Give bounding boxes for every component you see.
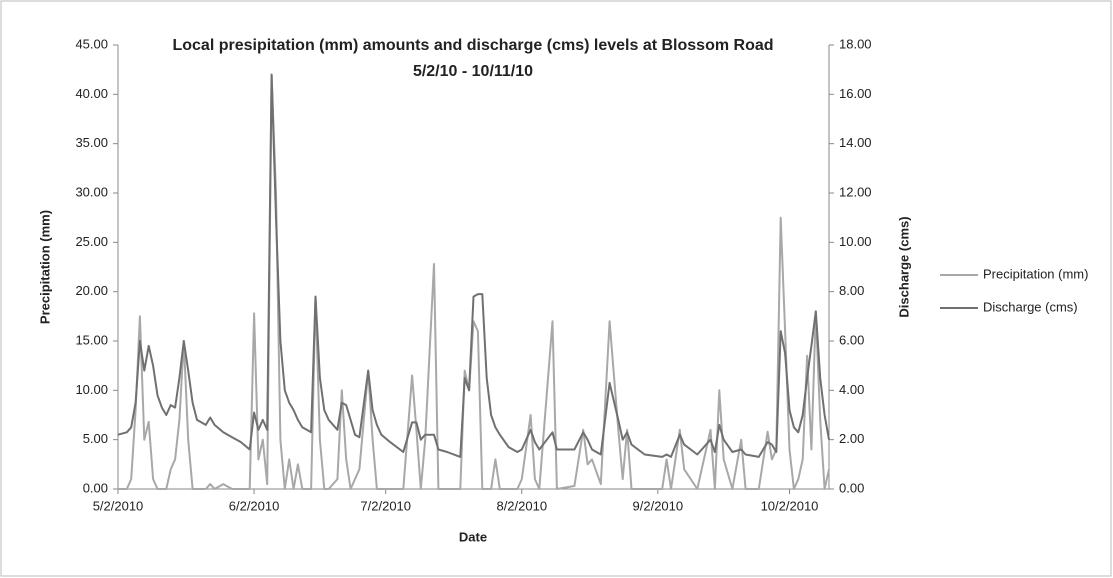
y2-tick-label: 18.00 — [839, 36, 872, 51]
y2-tick-label: 10.00 — [839, 234, 872, 249]
y-tick-label: 35.00 — [75, 135, 108, 150]
y-tick-label: 10.00 — [75, 382, 108, 397]
chart-title: Local presipitation (mm) amounts and dis… — [172, 37, 773, 54]
y2-tick-label: 14.00 — [839, 135, 872, 150]
y2-tick-label: 8.00 — [839, 283, 864, 298]
y-tick-label: 5.00 — [83, 431, 108, 446]
y2-tick-label: 0.00 — [839, 480, 864, 495]
y-tick-label: 45.00 — [75, 36, 108, 51]
series-line — [117, 73, 830, 458]
y2-tick-label: 4.00 — [839, 382, 864, 397]
x-tick-label: 10/2/2010 — [761, 498, 819, 513]
y2-axis-title: Discharge (cms) — [896, 216, 911, 317]
y-tick-label: 30.00 — [75, 184, 108, 199]
x-tick-label: 5/2/2010 — [93, 498, 144, 513]
y-axis-title: Precipitation (mm) — [37, 210, 52, 324]
x-axis-title: Date — [459, 529, 487, 544]
x-tick-label: 8/2/2010 — [496, 498, 547, 513]
x-tick-label: 6/2/2010 — [229, 498, 280, 513]
y2-tick-label: 12.00 — [839, 184, 872, 199]
x-tick-label: 9/2/2010 — [633, 498, 684, 513]
legend-label: Precipitation (mm) — [983, 266, 1088, 281]
y-tick-label: 40.00 — [75, 86, 108, 101]
y2-tick-label: 16.00 — [839, 86, 872, 101]
x-tick-label: 7/2/2010 — [360, 498, 411, 513]
legend-label: Discharge (cms) — [983, 299, 1078, 314]
y2-tick-label: 2.00 — [839, 431, 864, 446]
series-line — [118, 73, 830, 490]
y-tick-label: 20.00 — [75, 283, 108, 298]
y-tick-label: 0.00 — [83, 480, 108, 495]
y-tick-label: 25.00 — [75, 234, 108, 249]
y2-tick-label: 6.00 — [839, 332, 864, 347]
chart-subtitle: 5/2/10 - 10/11/10 — [413, 63, 533, 80]
y-tick-label: 15.00 — [75, 332, 108, 347]
